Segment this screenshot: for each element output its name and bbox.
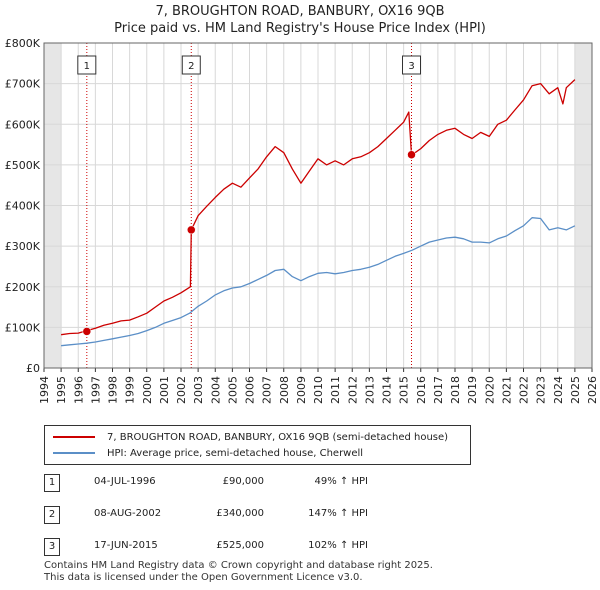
transaction-vlines <box>86 43 413 368</box>
transaction-date: 04-JUL-1996 <box>94 476 156 487</box>
legend-item-property: 7, BROUGHTON ROAD, BANBURY, OX16 9QB (se… <box>53 429 448 445</box>
chart-title: 7, BROUGHTON ROAD, BANBURY, OX16 9QB <box>155 4 445 19</box>
x-tick-label: 2006 <box>244 376 257 404</box>
transaction-price: £90,000 <box>222 476 264 487</box>
transaction-marker <box>407 150 416 159</box>
transaction-label-number: 2 <box>188 61 194 72</box>
transaction-hpi-change: 147% ↑ HPI <box>308 508 368 519</box>
x-tick-label: 2010 <box>312 376 325 404</box>
transaction-badge: 1 <box>44 474 60 492</box>
transaction-label-number: 1 <box>84 61 90 72</box>
x-tick-label: 1999 <box>124 376 137 404</box>
y-tick-label: £0 <box>26 362 40 375</box>
x-tick-label: 2020 <box>483 376 496 404</box>
transaction-marker <box>187 225 196 235</box>
series-lines <box>61 79 576 347</box>
x-tick-label: 2007 <box>261 376 274 404</box>
legend-label-property: 7, BROUGHTON ROAD, BANBURY, OX16 9QB (se… <box>107 431 449 443</box>
x-tick-label: 2012 <box>346 376 359 404</box>
chart-svg: £0 £100K £200K £300K £400K £500K £600K £700K £80… <box>5 37 599 404</box>
x-tick-label: 1996 <box>72 376 85 404</box>
x-tick-label: 2021 <box>500 376 513 404</box>
transaction-date: 08-AUG-2002 <box>94 508 162 519</box>
y-tick-label: £500K <box>5 159 41 172</box>
x-tick-label: 2004 <box>209 376 222 404</box>
y-tick-label: £200K <box>5 281 41 294</box>
transaction-label-box <box>402 55 422 75</box>
transaction-marker <box>82 327 92 336</box>
x-tick-label: 1995 <box>55 376 68 404</box>
plot-frame <box>43 42 593 369</box>
transaction-price: £525,000 <box>216 540 264 551</box>
legend-swatch-property <box>53 436 95 438</box>
x-tick-label: 2022 <box>518 376 531 404</box>
y-tick-label: £700K <box>5 78 41 91</box>
y-tick-label: £100K <box>5 321 41 334</box>
transaction-labels: 1 2 3 <box>77 55 422 75</box>
x-tick-label: 2025 <box>569 376 582 404</box>
x-tick-label: 2000 <box>141 376 154 404</box>
transaction-badge: 2 <box>44 506 60 524</box>
legend-swatch-hpi <box>53 452 95 454</box>
x-tick-label: 2009 <box>295 376 308 404</box>
x-tick-label: 2017 <box>432 376 445 404</box>
footer-copyright: Contains HM Land Registry data © Crown c… <box>44 560 433 571</box>
x-tick-label: 2005 <box>226 376 239 404</box>
x-tick-label: 2003 <box>192 376 205 404</box>
x-tick-label: 1998 <box>107 376 120 404</box>
transaction-markers <box>82 150 416 336</box>
y-tick-label: £600K <box>5 118 41 131</box>
x-tick-label: 2026 <box>586 376 599 404</box>
legend-item-hpi: HPI: Average price, semi-detached house,… <box>53 445 363 461</box>
transaction-hpi-change: 102% ↑ HPI <box>308 540 368 551</box>
x-tick-label: 2023 <box>535 376 548 404</box>
x-tick-label: 2014 <box>381 376 394 404</box>
hpi-line <box>61 217 576 347</box>
x-tick-label: 1994 <box>38 376 51 404</box>
transaction-badge: 3 <box>44 538 60 556</box>
x-tick-label: 2015 <box>398 376 411 404</box>
transaction-label-box <box>77 55 97 75</box>
y-tick-label: £800K <box>5 37 41 50</box>
legend-label-hpi: HPI: Average price, semi-detached house,… <box>107 447 364 459</box>
axes: £0 £100K £200K £300K £400K £500K £600K £700K £80… <box>5 37 599 404</box>
x-tick-label: 1997 <box>89 376 102 404</box>
x-tick-label: 2016 <box>415 376 428 404</box>
x-tick-label: 2001 <box>158 376 171 404</box>
transaction-label-box <box>181 55 201 75</box>
x-tick-label: 2011 <box>329 376 342 404</box>
x-tick-label: 2002 <box>175 376 188 404</box>
x-tick-label: 2018 <box>449 376 462 404</box>
chart-subtitle: Price paid vs. HM Land Registry's House … <box>114 21 486 36</box>
x-tick-label: 2013 <box>363 376 376 404</box>
y-tick-label: £400K <box>5 200 41 213</box>
transaction-date: 17-JUN-2015 <box>94 540 158 551</box>
legend: 7, BROUGHTON ROAD, BANBURY, OX16 9QB (se… <box>44 425 471 465</box>
transaction-hpi-change: 49% ↑ HPI <box>314 476 368 487</box>
y-tick-label: £300K <box>5 240 41 253</box>
transaction-label-number: 3 <box>408 61 414 72</box>
transaction-price: £340,000 <box>216 508 264 519</box>
x-tick-label: 2024 <box>552 376 565 404</box>
property-price-line <box>61 79 576 336</box>
x-tick-label: 2019 <box>466 376 479 404</box>
grid-lines <box>43 42 593 369</box>
footer-licence: This data is licensed under the Open Gov… <box>44 572 363 583</box>
x-tick-label: 2008 <box>278 376 291 404</box>
